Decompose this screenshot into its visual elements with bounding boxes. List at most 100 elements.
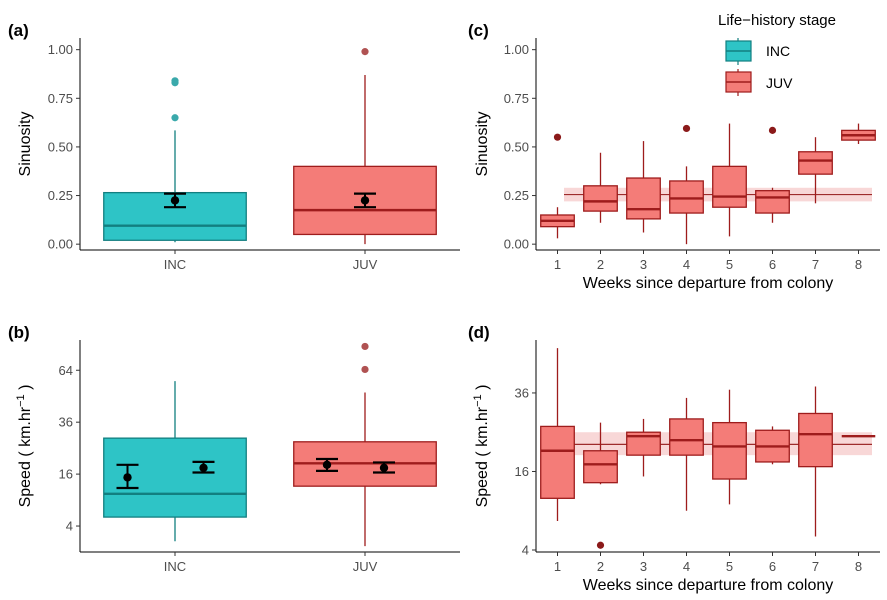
box-iqr xyxy=(583,450,618,484)
box-iqr xyxy=(798,151,833,175)
x-tick-label: 1 xyxy=(554,559,561,574)
x-tick-label: 2 xyxy=(597,257,604,272)
box-7 xyxy=(798,137,833,204)
box-5 xyxy=(712,123,747,237)
legend-title: Life−history stage xyxy=(718,12,836,29)
y-axis-title: Sinuosity xyxy=(474,112,491,177)
x-tick-label: 4 xyxy=(683,559,690,574)
x-tick-label: 7 xyxy=(812,257,819,272)
box-iqr xyxy=(669,180,704,214)
x-tick-label: 5 xyxy=(726,257,733,272)
box-iqr xyxy=(293,165,437,236)
box-outlier xyxy=(361,365,369,374)
box-outlier xyxy=(171,77,179,85)
legend-item-inc: INC xyxy=(725,38,790,65)
panel-tag: (d) xyxy=(468,323,490,342)
box-5 xyxy=(712,389,747,505)
mean-errorbar-inc xyxy=(116,463,139,490)
box-juv xyxy=(293,342,437,547)
x-tick-label: 5 xyxy=(726,559,733,574)
box-7 xyxy=(798,386,833,537)
box-iqr xyxy=(755,190,790,214)
mean-errorbar-juv xyxy=(316,457,338,473)
mean-errorbar-juv xyxy=(354,192,376,209)
y-tick-label: 36 xyxy=(59,415,73,430)
box-1 xyxy=(540,348,575,522)
x-tick-label: 8 xyxy=(855,257,862,272)
panel-d-speed-by-week: (d) 4 16 36 1 2 3 4 5 6 7 8 Weeks since departure fr… xyxy=(468,323,880,594)
x-tick-label: 7 xyxy=(812,559,819,574)
panel-tag: (b) xyxy=(8,323,30,342)
mean-point xyxy=(322,460,332,469)
x-tick-label: 6 xyxy=(769,257,776,272)
legend-juv-label: JUV xyxy=(766,75,793,91)
box-iqr xyxy=(103,437,247,518)
box-juv xyxy=(293,48,437,245)
mean-point xyxy=(360,196,370,205)
mean-point xyxy=(199,463,208,473)
y-tick-label: 16 xyxy=(515,464,529,479)
y-axis-title-main: Speed ( km.hr xyxy=(17,406,34,507)
box-outlier xyxy=(361,342,369,351)
x-tick-label: 1 xyxy=(554,257,561,272)
y-tick-label: 4 xyxy=(66,519,73,534)
y-axis-title: Sinuosity xyxy=(17,112,34,177)
x-axis-title: Weeks since departure from colony xyxy=(583,275,833,292)
panel-a-sinuosity-by-stage: (a) 0.00 0.25 0.50 0.75 1.00 INC JUV Sinuosity xyxy=(8,21,460,272)
box-iqr xyxy=(798,412,833,468)
panel-b-speed-by-stage: (b) 4 16 36 64 INC JUV Speed ( km.hr−1 ) xyxy=(8,323,460,574)
x-tick-label: 4 xyxy=(683,257,690,272)
y-tick-label: 0.25 xyxy=(504,188,529,203)
y-axis-title: Speed ( km.hr−1 ) xyxy=(472,385,491,508)
y-axis-title: Speed ( km.hr−1 ) xyxy=(15,385,34,508)
box-iqr xyxy=(540,425,575,499)
x-tick-label: INC xyxy=(164,559,186,574)
box-outlier xyxy=(682,124,691,133)
box-outlier xyxy=(171,114,179,122)
box-4 xyxy=(669,124,704,245)
box-iqr xyxy=(583,185,618,212)
y-axis-title-superscript: −1 xyxy=(472,394,484,407)
mean-errorbar-inc xyxy=(164,192,186,209)
x-tick-label: 8 xyxy=(855,559,862,574)
box-iqr xyxy=(626,177,661,220)
y-tick-label: 0.00 xyxy=(504,237,529,252)
box-6 xyxy=(755,426,790,465)
mean-point xyxy=(170,196,180,205)
box-2 xyxy=(583,152,618,223)
y-tick-label: 0.50 xyxy=(504,139,529,154)
x-tick-label: 3 xyxy=(640,559,647,574)
y-tick-label: 0.25 xyxy=(48,188,73,203)
box-iqr xyxy=(712,165,747,208)
y-tick-label: 0.00 xyxy=(48,237,73,252)
y-tick-label: 1.00 xyxy=(504,42,529,57)
box-outlier xyxy=(596,541,605,549)
box-8 xyxy=(841,123,876,144)
panel-tag: (a) xyxy=(8,21,29,40)
legend-item-juv: JUV xyxy=(725,69,793,96)
y-axis-title-close: ) xyxy=(474,385,491,395)
box-6 xyxy=(755,126,790,223)
y-tick-label: 1.00 xyxy=(48,42,73,57)
panel-c-sinuosity-by-week: (c) 0.00 0.25 0.50 0.75 1.00 1 2 3 4 5 6 7 8 Weeks sin… xyxy=(468,21,880,292)
box-iqr xyxy=(626,431,661,456)
y-tick-label: 0.75 xyxy=(504,91,529,106)
box-iqr xyxy=(669,418,704,456)
box-inc xyxy=(103,381,247,542)
mean-errorbar-inc xyxy=(192,460,215,474)
box-2 xyxy=(583,422,618,549)
y-axis-title-close: ) xyxy=(17,385,34,395)
y-tick-label: 16 xyxy=(59,467,73,482)
x-tick-label: JUV xyxy=(353,559,378,574)
x-tick-label: JUV xyxy=(353,257,378,272)
box-4 xyxy=(669,397,704,511)
x-tick-label: INC xyxy=(164,257,186,272)
box-outlier xyxy=(768,126,777,134)
legend: Life−history stage INC JUV xyxy=(718,12,836,96)
box-outlier xyxy=(361,48,369,56)
y-tick-label: 64 xyxy=(59,363,73,378)
box-3 xyxy=(626,418,661,477)
x-tick-label: 6 xyxy=(769,559,776,574)
mean-point xyxy=(379,463,389,473)
mean-point xyxy=(123,473,132,482)
